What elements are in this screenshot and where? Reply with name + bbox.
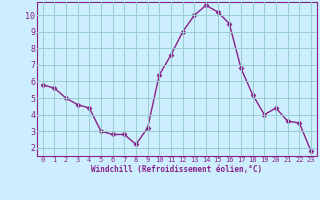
X-axis label: Windchill (Refroidissement éolien,°C): Windchill (Refroidissement éolien,°C) [91,165,262,174]
